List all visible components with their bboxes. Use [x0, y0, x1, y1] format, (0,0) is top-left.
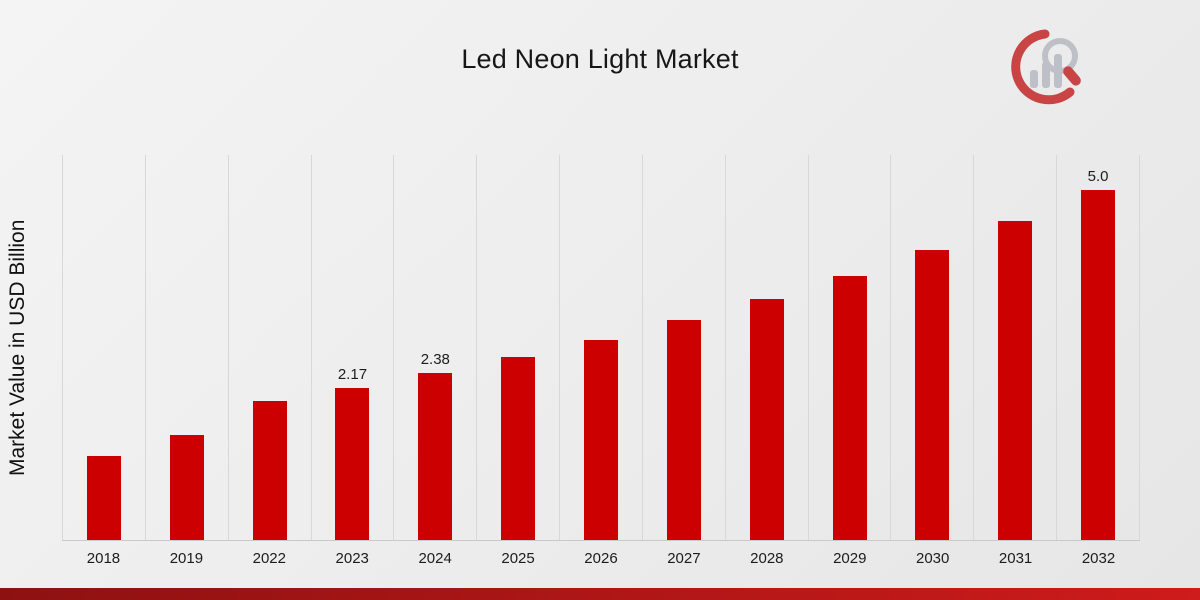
bar-wrapper	[560, 155, 642, 540]
bar-value-label: 2.38	[420, 351, 450, 368]
bar-chart: 2.17 2.38 5.0 2018 2019 2022 2023 2024 2025 2026…	[62, 155, 1140, 567]
bar-group	[227, 155, 311, 540]
bar-wrapper	[891, 155, 973, 540]
x-tick-label: 2025	[501, 550, 535, 567]
bar	[252, 401, 287, 540]
bar	[749, 299, 784, 540]
bar-value-label: 5.0	[1087, 168, 1109, 185]
bar-group	[973, 155, 1056, 540]
bar-group	[559, 155, 642, 540]
bar	[335, 388, 370, 540]
plot-area: 2.17 2.38 5.0	[62, 155, 1140, 541]
bar-wrapper: 5.0	[1057, 155, 1139, 540]
bar-wrapper	[974, 155, 1056, 540]
bar	[832, 276, 867, 540]
bar	[86, 456, 121, 540]
x-tick-label: 2027	[667, 550, 701, 567]
x-tick-label: 2018	[86, 550, 121, 567]
bar-group	[144, 155, 228, 540]
bar	[501, 357, 536, 540]
bar-wrapper	[643, 155, 725, 540]
bar-wrapper	[146, 155, 228, 540]
y-axis-label: Market Value in USD Billion	[6, 219, 29, 476]
bar-group	[724, 155, 808, 540]
x-tick-label: 2028	[750, 550, 784, 567]
bar	[169, 435, 204, 540]
bar-value-label: 2.17	[337, 366, 368, 383]
bar-wrapper: 2.38	[394, 155, 476, 540]
brand-logo	[1011, 29, 1081, 105]
x-tick-label: 2019	[169, 550, 204, 567]
chart-title: Led Neon Light Market	[461, 44, 739, 74]
bar-wrapper	[809, 155, 891, 540]
bar-group	[890, 155, 973, 540]
bar-chart-with-magnifier-icon	[1011, 29, 1081, 105]
bar-group	[641, 155, 725, 540]
x-tick-label: 2022	[252, 550, 286, 567]
bar-group: 5.0	[1056, 155, 1140, 540]
bar-wrapper	[477, 155, 559, 540]
bar	[418, 373, 453, 540]
x-tick-label: 2032	[1081, 550, 1116, 567]
bar	[583, 340, 618, 540]
bar	[915, 250, 950, 540]
x-tick-label: 2029	[833, 550, 867, 567]
bar-group: 2.17	[310, 155, 394, 540]
x-axis: 2018 2019 2022 2023 2024 2025 2026 2027 2028 2029…	[62, 541, 1140, 567]
bar-wrapper	[63, 155, 145, 540]
x-tick-label: 2024	[418, 550, 452, 567]
x-tick-label: 2031	[998, 550, 1033, 567]
bar-group	[476, 155, 559, 540]
bar-wrapper: 2.17	[312, 155, 394, 540]
x-tick-label: 2023	[335, 550, 369, 567]
bar-wrapper	[726, 155, 808, 540]
bar	[998, 221, 1033, 540]
x-tick-label: 2026	[584, 550, 618, 567]
bar-group: 2.38	[393, 155, 476, 540]
bar-wrapper	[229, 155, 311, 540]
bar	[1081, 190, 1116, 540]
bar	[666, 320, 701, 540]
bottom-accent-strip	[0, 588, 1200, 600]
bar-group	[62, 155, 145, 540]
x-tick-label: 2030	[915, 550, 950, 567]
bar-group	[807, 155, 891, 540]
